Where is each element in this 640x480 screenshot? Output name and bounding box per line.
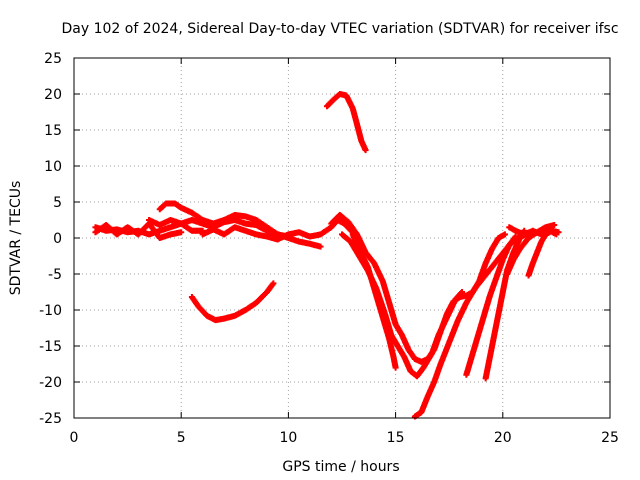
series-arc-2 — [92, 220, 185, 241]
y-tick-label: -10 — [39, 303, 62, 319]
data-point — [392, 364, 399, 371]
x-tick-label: 25 — [601, 430, 619, 446]
y-tick-label: 25 — [44, 51, 62, 67]
x-axis-ticks: 0 5 10 15 20 25 — [70, 58, 619, 446]
y-axis-ticks: -25 -20 -15 -10 -5 0 5 10 15 20 25 — [39, 51, 610, 427]
data-point — [178, 229, 185, 236]
data-point — [459, 289, 466, 295]
x-tick-label: 10 — [279, 430, 297, 446]
data-point — [555, 229, 562, 236]
series-arc-10 — [349, 231, 399, 371]
y-tick-label: 0 — [53, 231, 62, 247]
y-tick-label: -25 — [39, 411, 62, 427]
series-arc-5 — [188, 280, 277, 324]
data-point — [501, 231, 508, 238]
series-arc-14 — [504, 222, 558, 277]
y-tick-label: 20 — [44, 87, 62, 103]
y-tick-label: -5 — [48, 267, 62, 283]
y-tick-label: 5 — [53, 195, 62, 211]
x-tick-label: 15 — [387, 430, 405, 446]
data-point — [512, 233, 519, 240]
data-point — [270, 280, 277, 287]
series-arc-7 — [323, 91, 369, 154]
chart-title: Day 102 of 2024, Sidereal Day-to-day VTE… — [61, 21, 618, 37]
series-arc-12 — [463, 233, 519, 378]
x-tick-label: 20 — [494, 430, 512, 446]
x-axis-label: GPS time / hours — [282, 459, 399, 475]
y-tick-label: 15 — [44, 123, 62, 139]
y-tick-label: -20 — [39, 375, 62, 391]
data-point — [317, 243, 324, 250]
y-tick-label: -15 — [39, 339, 62, 355]
plot-area — [92, 91, 562, 420]
y-tick-label: 10 — [44, 159, 62, 175]
x-tick-label: 5 — [177, 430, 186, 446]
grid-lines — [74, 58, 610, 418]
data-point — [551, 222, 558, 229]
y-axis-label: SDTVAR / TECUs — [8, 181, 24, 296]
x-tick-label: 0 — [70, 430, 79, 446]
series-arc-16 — [525, 227, 562, 279]
data-point — [362, 147, 369, 154]
